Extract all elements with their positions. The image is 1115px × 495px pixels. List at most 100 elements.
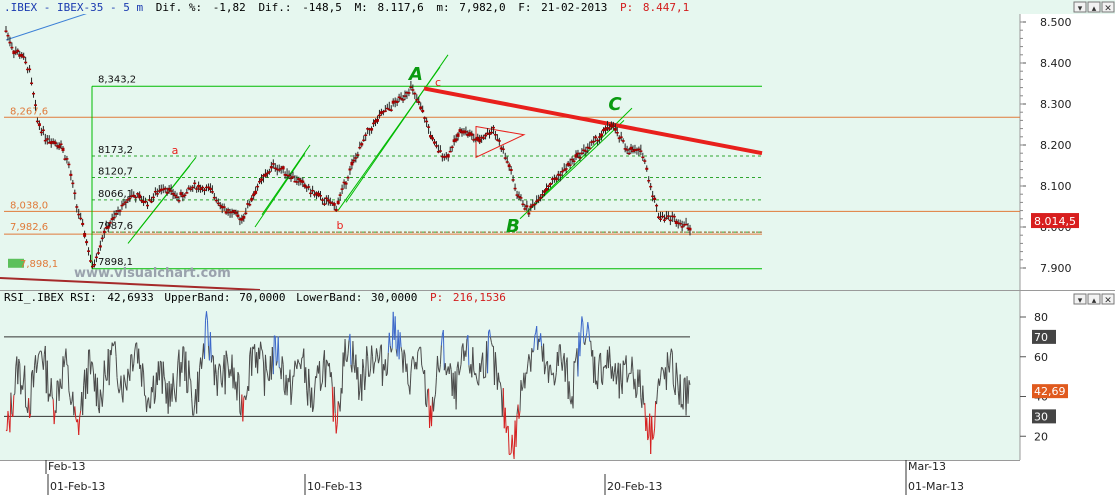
price-candle [165, 191, 169, 194]
rsi-segment [132, 363, 135, 372]
rsi-segment [490, 337, 492, 343]
price-close-button[interactable]: ✕ [1101, 1, 1115, 14]
rsi-segment [543, 343, 546, 375]
rsi-header-lower-value: 30,0000 [371, 291, 417, 304]
rsi-segment [46, 360, 49, 402]
rsi-segment [115, 356, 118, 378]
rsi-segment [524, 372, 527, 389]
price-candle [287, 174, 291, 177]
price-candle [313, 194, 317, 196]
price-candle [374, 119, 378, 123]
price-candle [45, 138, 49, 140]
price-candle [609, 124, 613, 128]
price-candle [218, 204, 222, 207]
price-candle [126, 199, 130, 201]
rsi-segment [404, 354, 407, 372]
price-candle [377, 114, 381, 117]
rsi-segment [186, 391, 189, 394]
price-candle [108, 222, 112, 224]
rsi-segment [204, 320, 206, 359]
rsi-segment [90, 361, 92, 375]
price-candle [507, 164, 511, 168]
price-tick-label: 8.300 [1040, 98, 1072, 111]
price-candle [155, 193, 159, 195]
rsi-expand-button[interactable]: ▴ [1087, 293, 1101, 306]
price-candle [338, 194, 342, 196]
price-candle [442, 156, 446, 158]
price-candle [336, 200, 340, 205]
price-candle [366, 128, 370, 130]
rsi-segment [330, 372, 333, 387]
rsi-segment [173, 386, 176, 397]
rsi-series-layer [4, 311, 691, 460]
header-symbol: .IBEX - IBEX-35 - 5 m [4, 1, 143, 14]
price-candle [468, 132, 472, 136]
rsi-segment [370, 345, 373, 369]
price-collapse-button[interactable]: ▾ [1073, 1, 1087, 14]
price-candle [301, 180, 305, 183]
price-candle [116, 210, 120, 212]
price-candle [662, 219, 666, 221]
price-candle [621, 140, 625, 142]
time-axis-svg: Feb-13 01-Feb-13 10-Feb-13 20-Feb-13 Mar-13 0… [0, 460, 1115, 495]
price-candle [33, 104, 37, 106]
rsi-segment [24, 365, 27, 408]
price-candle [649, 185, 653, 188]
rsi-segment [647, 436, 650, 441]
rsi-segment [53, 410, 56, 425]
rsi-segment [612, 372, 615, 382]
rsi-segment [148, 397, 150, 408]
rsi-header-p-value: 216,1536 [453, 291, 506, 304]
rsi-segment [544, 366, 547, 375]
time-tick-label: 01-Feb-13 [50, 480, 105, 493]
rsi-segment [403, 349, 406, 355]
price-candle [57, 145, 61, 149]
rsi-segment [91, 362, 94, 373]
price-expand-button[interactable]: ▴ [1087, 1, 1101, 14]
rsi-segment [68, 390, 71, 398]
rsi-segment [314, 376, 317, 391]
price-candle [324, 197, 328, 200]
price-candle [273, 167, 277, 170]
last-price-value: 8.014,5 [1034, 215, 1076, 228]
rsi-segment [210, 355, 213, 363]
rsi-segment [352, 341, 355, 365]
rsi-segment [679, 374, 682, 408]
rsi-segment [189, 377, 192, 381]
rsi-collapse-button[interactable]: ▾ [1073, 293, 1087, 306]
expand-glyph: ▴ [1092, 4, 1097, 14]
wave-label: A [407, 64, 423, 85]
rsi-segment [476, 379, 479, 384]
rsi-segment [193, 404, 196, 416]
price-candle [515, 194, 519, 196]
rsi-segment [644, 403, 647, 431]
price-candle [37, 123, 41, 127]
support-resistance-label: 8,267,6 [10, 106, 48, 117]
rsi-segment [374, 360, 376, 364]
rsi-segment [161, 361, 164, 394]
price-candle [541, 194, 545, 196]
rsi-segment [384, 359, 387, 376]
price-candle [409, 86, 413, 89]
rsi-segment [56, 380, 59, 382]
rsi-segment [449, 363, 452, 370]
price-candle [651, 195, 655, 198]
price-candle [79, 217, 83, 220]
rsi-close-button[interactable]: ✕ [1101, 293, 1115, 306]
rsi-segment [521, 386, 524, 391]
rsi-segment [416, 351, 419, 370]
price-candle [6, 34, 10, 37]
rsi-segment [245, 394, 248, 401]
collapse-glyph: ▾ [1078, 4, 1083, 14]
header-dif-pct: -1,82 [213, 1, 246, 14]
price-plot-background [0, 0, 1020, 290]
price-candle [169, 190, 173, 192]
rsi-segment [182, 346, 185, 348]
rsi-segment [143, 372, 146, 396]
rsi-segment [528, 354, 531, 360]
rsi-header-upper-label: UpperBand: [164, 291, 230, 304]
rsi-segment [665, 352, 668, 390]
price-candle [55, 145, 59, 147]
rsi-segment [263, 354, 266, 396]
price-candle [560, 170, 564, 173]
